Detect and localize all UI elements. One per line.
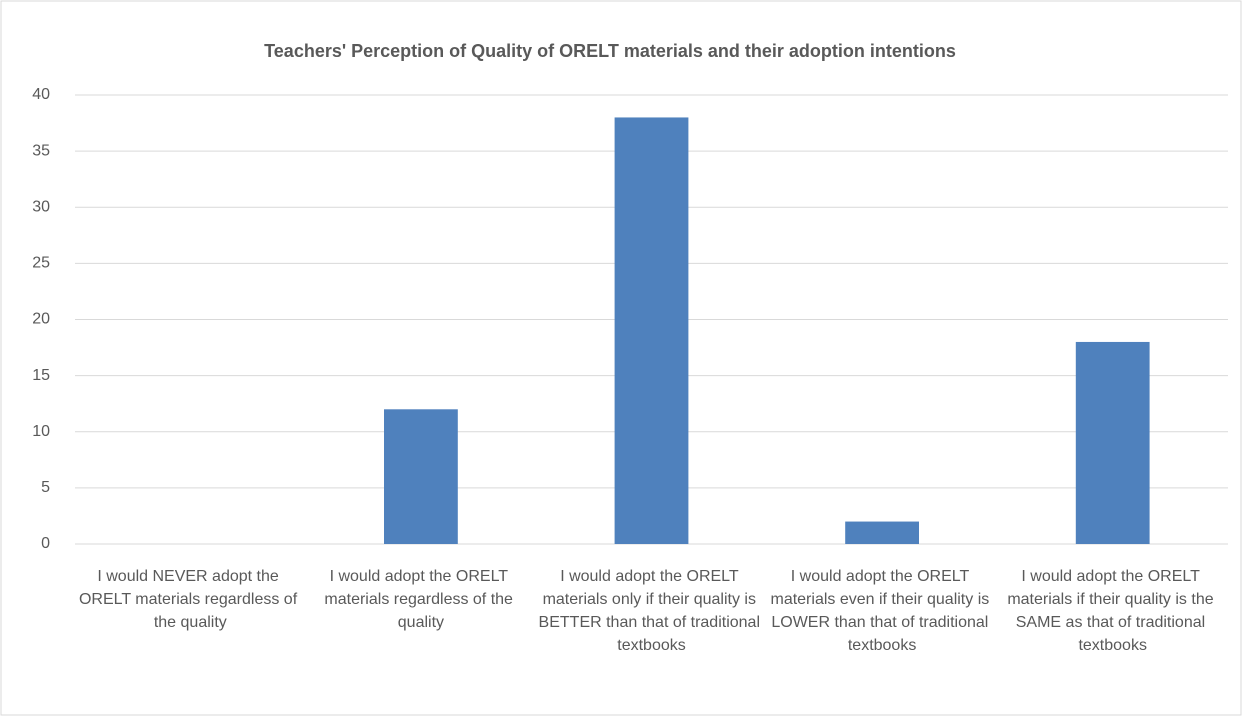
y-tick-label: 10 (32, 423, 50, 440)
y-tick-label: 5 (41, 479, 50, 496)
x-tick-label: I would adopt the ORELT materials if the… (1007, 568, 1218, 654)
y-tick-label: 35 (32, 142, 50, 159)
y-tick-label: 40 (32, 86, 50, 103)
bar (1075, 341, 1150, 544)
y-tick-label: 20 (32, 311, 50, 328)
x-tick-label: I would NEVER adopt the ORELT materials … (79, 568, 302, 631)
y-tick-label: 0 (41, 535, 50, 552)
x-tick-label: I would adopt the ORELT materials only i… (539, 568, 765, 654)
y-tick-label: 30 (32, 198, 50, 215)
y-tick-label: 15 (32, 367, 50, 384)
bar (614, 117, 689, 544)
bar (384, 409, 458, 544)
chart-title: Teachers' Perception of Quality of ORELT… (264, 41, 956, 61)
bar (845, 521, 919, 544)
x-tick-label: I would adopt the ORELT materials even i… (770, 568, 993, 654)
y-tick-label: 25 (32, 255, 50, 272)
x-tick-label: I would adopt the ORELT materials regard… (324, 568, 517, 631)
